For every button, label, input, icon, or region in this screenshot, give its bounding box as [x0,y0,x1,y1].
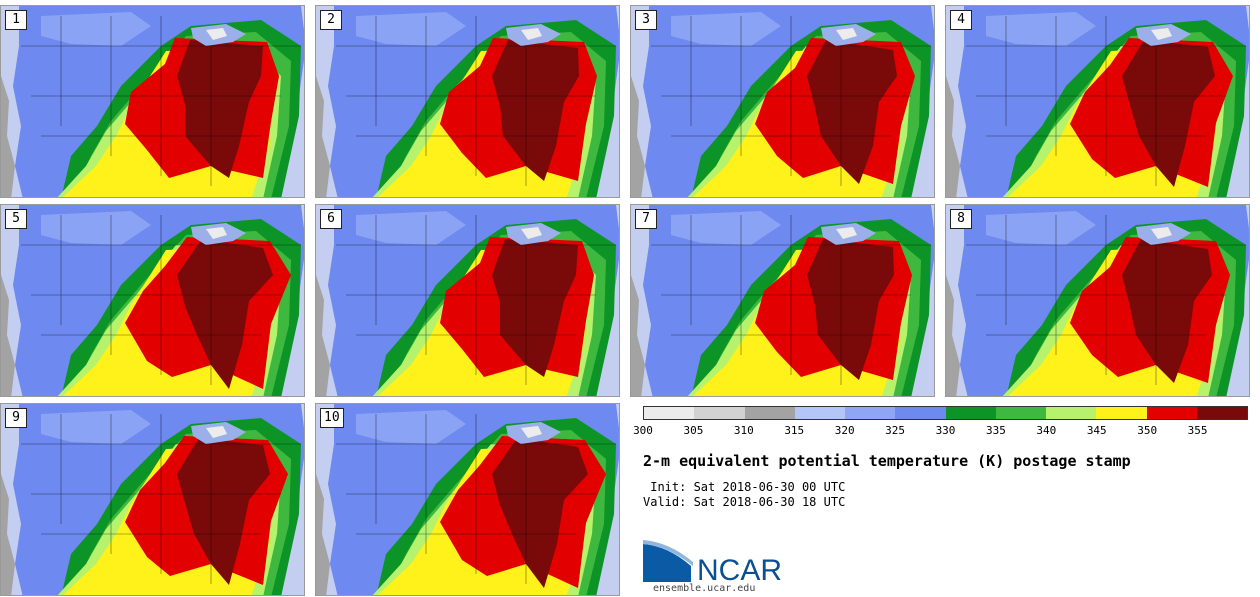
member-number-label: 1 [5,10,27,30]
colorbar [643,406,1248,420]
map-field [946,6,1249,197]
colorbar-bin [895,407,946,419]
colorbar-tick-label: 350 [1137,424,1158,437]
ensemble-member-panel: 7 [630,204,935,397]
map-field [1,205,304,396]
map-field [1,404,304,595]
ensemble-member-panel: 9 [0,403,305,596]
ensemble-member-panel: 8 [945,204,1250,397]
colorbar-bin [1196,407,1247,419]
colorbar-tick-label: 340 [1036,424,1057,437]
member-number-label: 8 [950,209,972,229]
ensemble-member-panel: 5 [0,204,305,397]
logo-url: ensemble.ucar.edu [653,583,756,594]
colorbar-tick-label: 345 [1086,424,1107,437]
colorbar-tick-label: 315 [784,424,805,437]
colorbar-bin [1146,407,1197,419]
colorbar-bin [845,407,896,419]
colorbar-bin [694,407,745,419]
ensemble-member-panel: 3 [630,5,935,198]
member-number-label: 5 [5,209,27,229]
ensemble-member-panel: 6 [315,204,620,397]
colorbar-bin [744,407,795,419]
ensemble-member-panel: 4 [945,5,1250,198]
product-title: 2-m equivalent potential temperature (K)… [643,452,1131,470]
colorbar-tick-label: 300 [633,424,653,437]
member-number-label: 4 [950,10,972,30]
init-time: Init: Sat 2018-06-30 00 UTC [643,480,846,494]
colorbar-bin [995,407,1046,419]
colorbar-tick-label: 355 [1187,424,1208,437]
map-field [316,205,619,396]
colorbar-tick-label: 330 [935,424,956,437]
colorbar-ticks: 300 305 310 315 320 325 330 335 340 345 350 355 [633,424,1248,440]
valid-time: Valid: Sat 2018-06-30 18 UTC [643,495,846,509]
map-field [631,6,934,197]
map-field [946,205,1249,396]
map-field [1,6,304,197]
colorbar-tick-label: 305 [683,424,704,437]
member-number-label: 7 [635,209,657,229]
colorbar-bin [644,407,695,419]
member-number-label: 3 [635,10,657,30]
colorbar-tick-label: 335 [985,424,1006,437]
logo-text: NCAR [697,554,782,582]
colorbar-bin [945,407,996,419]
member-number-label: 9 [5,408,27,428]
colorbar-bin [1046,407,1097,419]
ncar-logo: NCAR [643,540,782,582]
map-field [316,6,619,197]
colorbar-tick-label: 325 [885,424,906,437]
colorbar-bin [1096,407,1147,419]
member-number-label: 2 [320,10,342,30]
ensemble-member-panel: 1 [0,5,305,198]
member-number-label: 10 [320,408,344,428]
colorbar-tick-label: 320 [834,424,855,437]
ensemble-member-panel: 2 [315,5,620,198]
ensemble-member-panel: 10 [315,403,620,596]
map-field [316,404,619,595]
member-number-label: 6 [320,209,342,229]
colorbar-bin [794,407,845,419]
colorbar-tick-label: 310 [733,424,754,437]
map-field [631,205,934,396]
